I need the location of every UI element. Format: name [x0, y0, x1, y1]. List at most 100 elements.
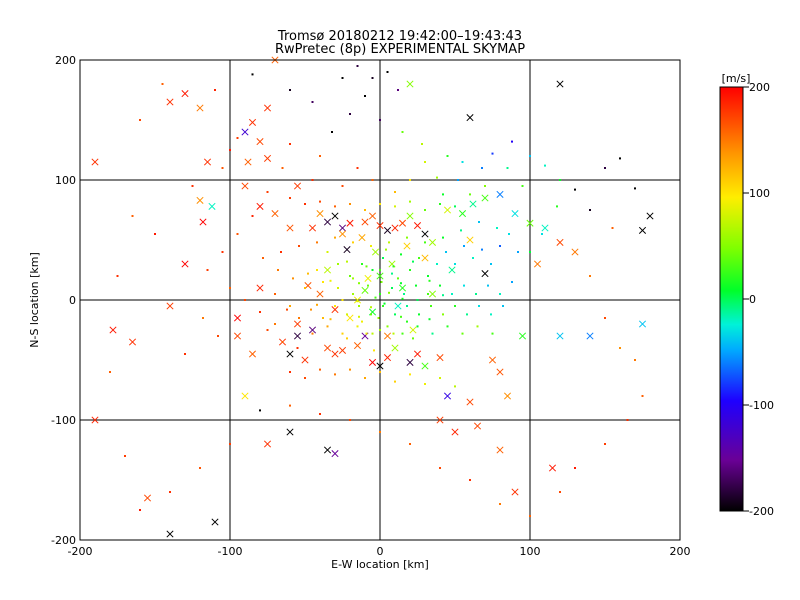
data-point-cross — [511, 210, 519, 218]
data-point-cross — [323, 218, 332, 226]
data-point-dot — [409, 373, 411, 376]
data-point-cross-stroke — [293, 182, 302, 190]
data-point-dot — [428, 318, 431, 321]
data-point-cross — [308, 326, 317, 334]
data-point-cross — [353, 296, 362, 304]
data-point-cross-stroke — [421, 254, 429, 262]
data-point-cross-stroke — [394, 302, 402, 310]
data-point-dot — [457, 179, 459, 181]
data-point-dot — [202, 317, 204, 319]
data-point-dot — [304, 287, 306, 289]
data-point-cross — [286, 428, 294, 436]
data-point-dot — [412, 337, 414, 340]
data-point-cross — [301, 356, 309, 364]
data-point-cross-stroke — [271, 210, 279, 218]
data-point-dot — [382, 257, 384, 259]
data-point-dot — [400, 315, 402, 318]
colorbar-tick-label: 200 — [749, 81, 770, 94]
data-point-dot — [289, 371, 291, 373]
data-point-cross-stroke — [323, 446, 332, 454]
data-point-dot — [529, 251, 531, 253]
data-point-cross — [293, 182, 302, 190]
data-point-dot — [409, 179, 411, 181]
data-point-cross-stroke — [248, 118, 257, 126]
data-point-cross — [233, 314, 242, 322]
data-point-cross-stroke — [376, 272, 384, 280]
data-point-cross — [358, 234, 366, 242]
data-point-cross — [331, 306, 339, 314]
data-point-dot — [481, 248, 483, 251]
data-point-dot — [221, 167, 224, 169]
data-point-dot — [634, 359, 636, 361]
data-point-cross — [256, 284, 264, 292]
data-point-cross-stroke — [638, 320, 647, 328]
data-point-cross-stroke — [469, 200, 477, 208]
data-point-dot — [337, 263, 339, 265]
data-point-cross-stroke — [443, 206, 452, 214]
x-axis-ticks: -200 -100 0 100 200 — [68, 60, 691, 558]
data-point-dot — [427, 275, 429, 277]
data-point-dot — [364, 95, 366, 97]
data-point-dot — [574, 467, 576, 469]
data-point-dot — [499, 293, 501, 295]
data-point-dot — [436, 176, 438, 179]
data-point-dot — [329, 279, 332, 282]
data-point-dot — [277, 269, 279, 271]
data-point-cross — [451, 428, 459, 436]
data-point-dot — [392, 332, 395, 335]
data-point-cross — [286, 224, 294, 232]
data-point-dot — [139, 509, 141, 511]
data-point-cross-stroke — [241, 182, 249, 190]
data-point-dot — [416, 299, 419, 301]
data-point-cross-stroke — [256, 202, 264, 210]
data-point-cross — [488, 356, 497, 364]
data-point-cross — [394, 302, 402, 310]
data-point-dot — [319, 200, 321, 203]
data-point-dot — [391, 287, 393, 289]
data-point-dot — [491, 332, 494, 335]
data-point-cross — [323, 266, 332, 274]
colorbar-tick-label: -100 — [749, 399, 774, 412]
data-point-dot — [370, 313, 372, 316]
data-point-dot — [463, 245, 465, 247]
data-point-cross-stroke — [323, 266, 332, 274]
data-point-dot — [454, 205, 456, 208]
data-point-dot — [403, 293, 405, 295]
data-point-dot — [436, 263, 438, 265]
data-point-cross-stroke — [391, 344, 399, 352]
data-point-cross-stroke — [181, 260, 189, 268]
colorbar-title: [m/s] — [722, 72, 751, 85]
data-point-dot — [394, 205, 396, 208]
data-point-dot — [446, 155, 449, 157]
data-point-cross-stroke — [406, 358, 414, 366]
data-point-dot — [409, 269, 411, 271]
data-point-dot — [388, 291, 390, 294]
grid-lines — [80, 60, 680, 540]
data-point-dot — [511, 140, 513, 143]
data-point-cross-stroke — [331, 450, 339, 458]
data-point-dot — [634, 187, 636, 190]
data-point-dot — [424, 241, 426, 244]
data-point-dot — [371, 269, 374, 271]
data-point-cross — [263, 440, 272, 448]
data-point-cross — [256, 202, 264, 210]
data-point-dot — [361, 320, 363, 323]
data-point-cross — [496, 368, 504, 376]
data-point-cross-stroke — [403, 242, 411, 250]
data-point-dot — [169, 491, 171, 493]
data-point-dot — [346, 260, 348, 263]
data-point-cross-stroke — [518, 332, 527, 340]
data-point-cross-stroke — [331, 212, 339, 220]
data-point-dot — [251, 215, 254, 217]
data-point-dot — [316, 269, 318, 271]
data-point-cross — [638, 226, 647, 234]
data-point-cross-stroke — [413, 222, 422, 230]
data-point-dot — [490, 263, 492, 265]
data-point-cross-stroke — [364, 274, 372, 282]
data-point-cross-stroke — [316, 290, 324, 298]
data-point-dot — [346, 337, 348, 340]
data-point-dot — [236, 233, 239, 235]
data-point-cross-stroke — [203, 158, 212, 166]
data-point-cross — [428, 238, 437, 246]
data-point-dot — [289, 197, 291, 199]
